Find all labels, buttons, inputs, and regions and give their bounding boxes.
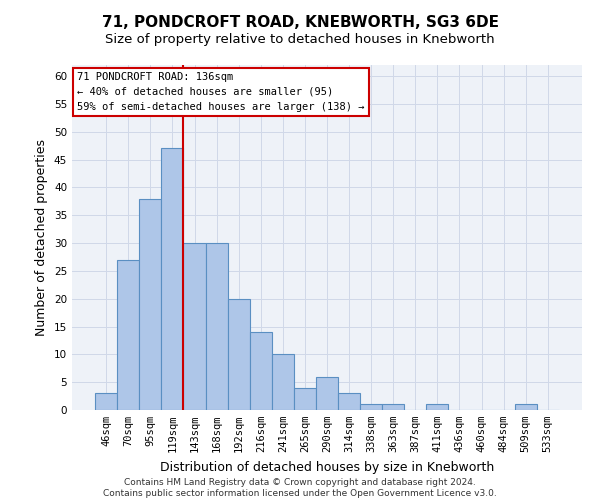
- Bar: [427, 404, 448, 410]
- Text: Size of property relative to detached houses in Knebworth: Size of property relative to detached ho…: [105, 32, 495, 46]
- Y-axis label: Number of detached properties: Number of detached properties: [35, 139, 49, 336]
- Bar: [294, 388, 316, 410]
- Bar: [184, 243, 206, 410]
- Bar: [272, 354, 294, 410]
- Bar: [139, 198, 161, 410]
- Bar: [316, 376, 338, 410]
- Text: 71 PONDCROFT ROAD: 136sqm
← 40% of detached houses are smaller (95)
59% of semi-: 71 PONDCROFT ROAD: 136sqm ← 40% of detac…: [77, 72, 365, 112]
- Bar: [227, 298, 250, 410]
- Bar: [515, 404, 537, 410]
- Text: Contains HM Land Registry data © Crown copyright and database right 2024.
Contai: Contains HM Land Registry data © Crown c…: [103, 478, 497, 498]
- Bar: [382, 404, 404, 410]
- Bar: [338, 394, 360, 410]
- Bar: [206, 243, 227, 410]
- Bar: [360, 404, 382, 410]
- Bar: [161, 148, 184, 410]
- Bar: [117, 260, 139, 410]
- Text: 71, PONDCROFT ROAD, KNEBWORTH, SG3 6DE: 71, PONDCROFT ROAD, KNEBWORTH, SG3 6DE: [101, 15, 499, 30]
- Bar: [95, 394, 117, 410]
- X-axis label: Distribution of detached houses by size in Knebworth: Distribution of detached houses by size …: [160, 460, 494, 473]
- Bar: [250, 332, 272, 410]
